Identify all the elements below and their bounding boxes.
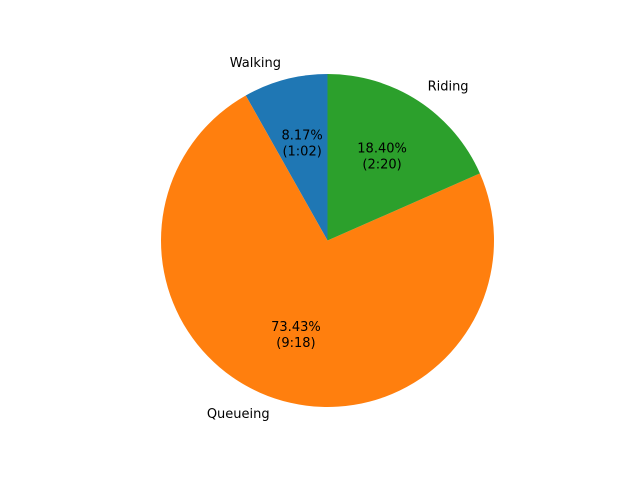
slice-time-walking: (1:02) [282,144,321,159]
slice-time-riding: (2:20) [362,157,401,172]
pie-slice-walking [245,74,328,241]
slice-percent-walking: 8.17% [281,128,322,143]
pie-slice-queueing [161,95,494,408]
slice-label-queueing: Queueing [207,407,270,422]
slice-percent-queueing: 73.43% [271,320,321,335]
slice-percent-riding: 18.40% [357,141,407,156]
slice-label-walking: Walking [230,56,281,71]
slices-layer [161,74,494,408]
pie-slice-riding [327,74,480,241]
labels-layer: Walking 8.17%(1:02) Queueing 73.43%(9:18) Ri… [207,56,469,422]
slice-time-queueing: (9:18) [276,336,315,351]
slice-label-riding: Riding [428,80,469,95]
